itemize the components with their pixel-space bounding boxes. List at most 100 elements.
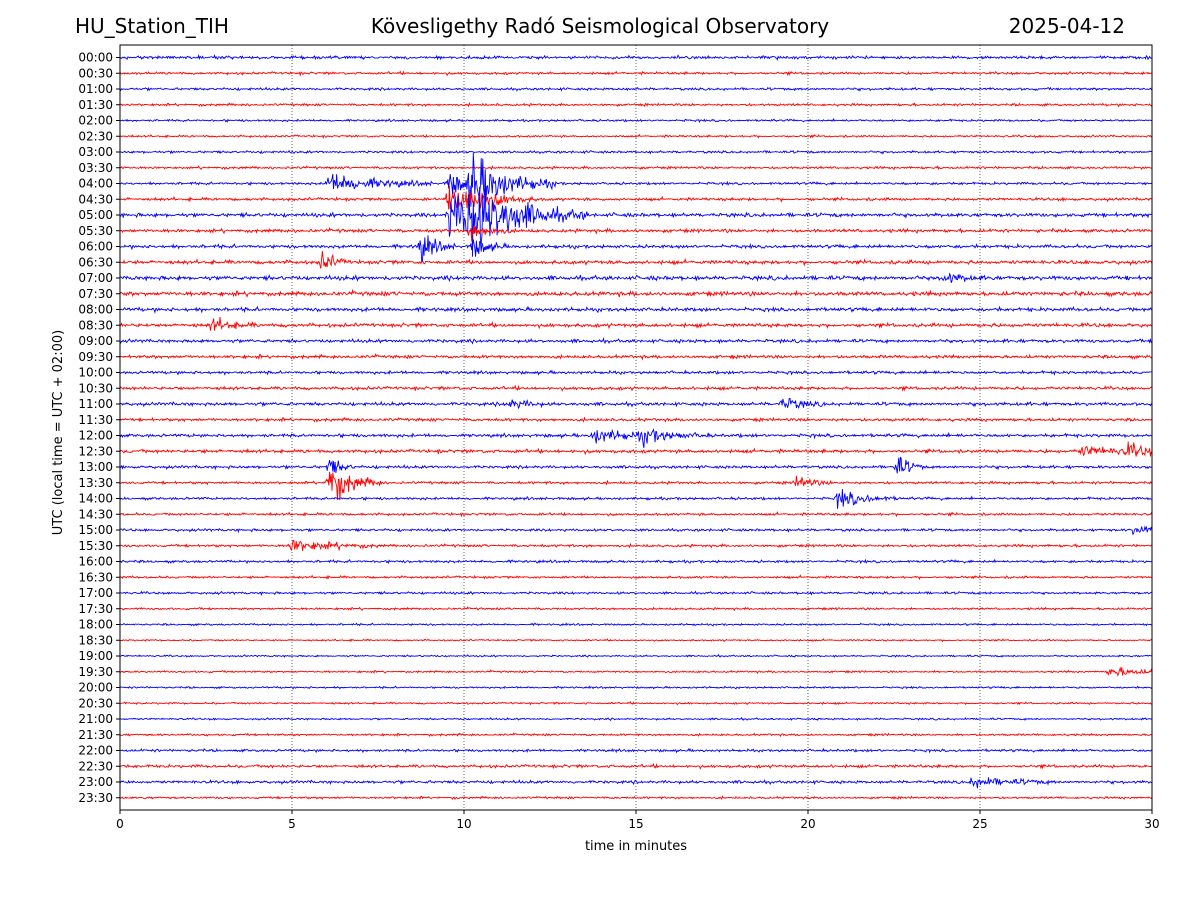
y-tick-label: 19:00 (78, 649, 113, 663)
station-name: HU_Station_TIH (75, 14, 229, 38)
trace-2300 (119, 777, 1153, 789)
y-tick-label: 00:30 (78, 66, 113, 80)
trace-0830 (119, 316, 1153, 331)
record-date: 2025-04-12 (1008, 14, 1125, 38)
x-tick-label: 10 (456, 817, 471, 831)
y-tick-label: 05:00 (78, 208, 113, 222)
trace-1100 (119, 397, 1153, 410)
trace-2130 (119, 732, 1153, 738)
y-tick-label: 22:30 (78, 759, 113, 773)
y-tick-label: 04:00 (78, 177, 113, 191)
y-tick-label: 16:30 (78, 570, 113, 584)
trace-1700 (120, 590, 1153, 597)
y-tick-label: 07:30 (78, 287, 113, 301)
y-tick-label: 21:00 (78, 712, 113, 726)
trace-1730 (119, 606, 1153, 612)
y-tick-label: 11:30 (78, 413, 113, 427)
trace-0800 (119, 305, 1153, 314)
y-tick-label: 20:00 (78, 681, 113, 695)
y-tick-label: 14:00 (78, 492, 113, 506)
y-tick-label: 05:30 (78, 224, 113, 238)
y-tick-label: 12:00 (78, 429, 113, 443)
trace-1000 (119, 369, 1153, 376)
grid-lines (291, 45, 981, 810)
trace-1330 (119, 471, 1153, 501)
x-tick-label: 25 (972, 817, 987, 831)
x-axis-label: time in minutes (585, 839, 687, 854)
y-tick-label: 14:30 (78, 507, 113, 521)
y-tick-label: 18:00 (78, 618, 113, 632)
trace-1030 (119, 384, 1153, 392)
y-tick-label: 11:00 (78, 397, 113, 411)
trace-1430 (119, 511, 1153, 518)
y-tick-label: 20:30 (78, 696, 113, 710)
y-tick-label: 22:00 (78, 744, 113, 758)
y-tick-label: 12:30 (78, 444, 113, 458)
x-axis: 0 5 10 15 20 25 30 (116, 810, 1160, 831)
trace-1500 (119, 525, 1153, 536)
x-tick-label: 15 (628, 817, 643, 831)
y-tick-label: 15:00 (78, 523, 113, 537)
trace-2200 (119, 747, 1153, 754)
trace-0530 (119, 225, 1153, 242)
y-tick-label: 18:30 (78, 633, 113, 647)
observatory-title: Kövesligethy Radó Seismological Observat… (370, 14, 830, 38)
trace-1300 (119, 456, 1153, 474)
y-tick-label: 08:00 (78, 303, 113, 317)
trace-0230 (119, 133, 1153, 139)
trace-0730 (119, 288, 1153, 298)
x-tick-label: 0 (116, 817, 124, 831)
trace-0000 (119, 53, 1153, 61)
y-tick-label: 15:30 (78, 539, 113, 553)
y-tick-label: 06:00 (78, 240, 113, 254)
trace-1600 (119, 558, 1153, 565)
trace-1200 (119, 428, 1153, 448)
trace-0900 (119, 337, 1153, 345)
y-tick-label: 09:30 (78, 350, 113, 364)
y-tick-label: 10:30 (78, 381, 113, 395)
traces (119, 53, 1153, 801)
trace-1630 (119, 574, 1153, 581)
trace-1830 (119, 638, 1153, 643)
y-tick-label: 21:30 (78, 728, 113, 742)
trace-0030 (119, 70, 1153, 77)
y-tick-label: 02:30 (78, 129, 113, 143)
y-tick-label: 04:30 (78, 192, 113, 206)
trace-2230 (119, 762, 1153, 770)
y-tick-label: 01:30 (78, 98, 113, 112)
trace-0700 (119, 272, 1153, 283)
trace-0430 (119, 185, 1152, 211)
y-tick-label: 00:00 (78, 51, 113, 65)
trace-0330 (119, 164, 1153, 171)
y-tick-label: 23:30 (78, 791, 113, 805)
y-tick-label: 09:00 (78, 334, 113, 348)
trace-0500 (119, 182, 1153, 257)
x-tick-label: 5 (288, 817, 296, 831)
trace-0200 (119, 117, 1153, 124)
y-tick-label: 17:30 (78, 602, 113, 616)
y-tick-label: 06:30 (78, 255, 113, 269)
y-tick-label: 10:00 (78, 366, 113, 380)
trace-1800 (119, 622, 1153, 627)
trace-1400 (119, 488, 1152, 509)
y-tick-label: 01:00 (78, 82, 113, 96)
y-tick-label: 16:00 (78, 555, 113, 569)
trace-1900 (119, 653, 1153, 658)
y-tick-label: 13:00 (78, 460, 113, 474)
y-tick-label: 08:30 (78, 318, 113, 332)
trace-1230 (119, 441, 1153, 457)
trace-1530 (119, 539, 1153, 552)
y-tick-label: 17:00 (78, 586, 113, 600)
trace-0130 (119, 101, 1153, 108)
y-tick-label: 03:00 (78, 145, 113, 159)
y-tick-label: 03:30 (78, 161, 113, 175)
trace-0630 (119, 251, 1153, 269)
trace-0400 (119, 152, 1153, 216)
x-tick-label: 20 (800, 817, 815, 831)
y-tick-label: 23:00 (78, 775, 113, 789)
trace-2100 (119, 716, 1153, 722)
trace-1130 (119, 416, 1153, 423)
y-axis-label: UTC (local time = UTC + 02:00) (51, 330, 66, 535)
